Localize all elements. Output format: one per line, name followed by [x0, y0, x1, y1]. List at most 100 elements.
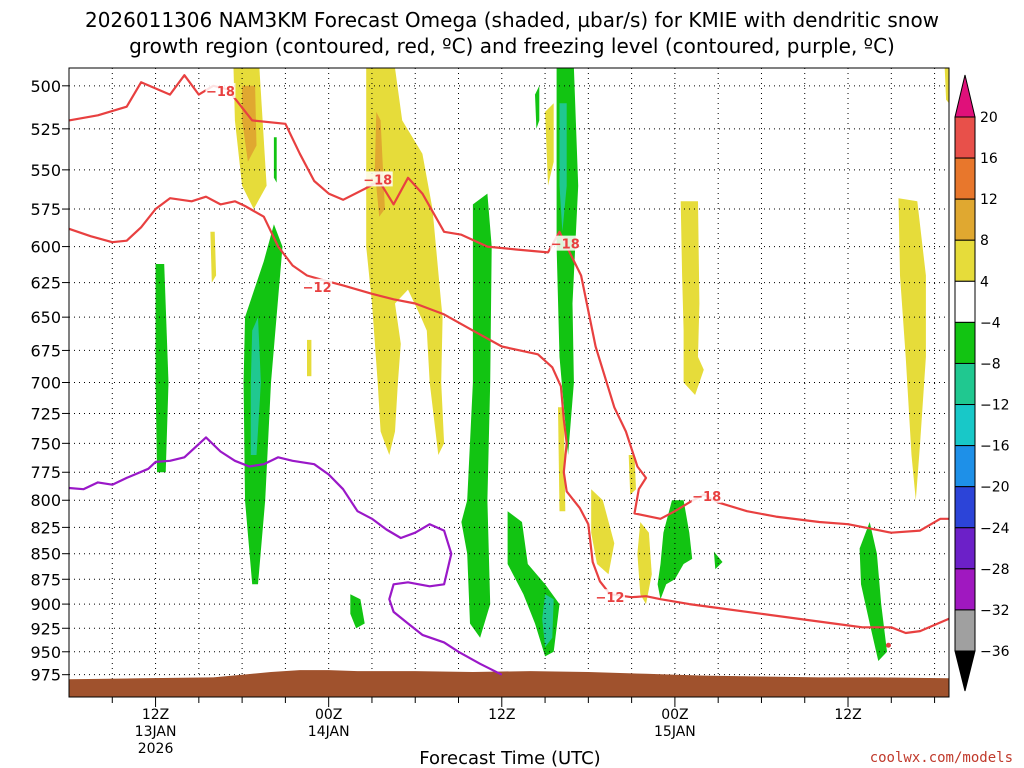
x-tick-label-18-0: 00Z: [315, 707, 342, 723]
y-tick-label-925: 925: [30, 619, 61, 638]
contour-label-2: −18: [551, 238, 580, 253]
contour-label-3: −12: [303, 281, 332, 296]
omega-region-downward-motion-2-core: [374, 111, 385, 217]
colorbar-bin-4: [954, 280, 976, 323]
y-tick-label-750: 750: [30, 434, 61, 453]
x-tick-label-6-0: 12Z: [142, 707, 169, 723]
contour-label-bg-0: [205, 83, 236, 99]
colorbar-bin-12: [954, 609, 976, 652]
contour-label-bg-2: [550, 235, 581, 251]
omega-region-upward-motion-3: [461, 193, 492, 638]
y-tick-label-900: 900: [30, 595, 61, 614]
axes: 500 525 550 575 600 625 650 675 700 725 750 775 800 8…: [30, 67, 950, 757]
y-tick-label-500: 500: [30, 77, 61, 96]
omega-region-upward-motion-1: [155, 264, 169, 473]
contour-label-bg-5: [594, 589, 625, 605]
omega-region-downward-motion-11: [898, 198, 926, 501]
contour-label-bg-4: [691, 487, 722, 503]
x-tick-label-6-2: 2026: [138, 741, 174, 757]
colorbar-label-5: −4: [980, 315, 1001, 331]
colorbar-bin-10: [954, 527, 976, 570]
chart-title-line-2: growth region (contoured, red, ºC) and f…: [129, 34, 895, 58]
colorbar-label-3: 8: [980, 233, 989, 249]
colorbar-label-6: −8: [980, 356, 1001, 372]
plot-area: −18 −18 −18 −12 −18 −12: [68, 68, 950, 697]
colorbar-bottom-arrow: [954, 650, 976, 692]
dgz-contour-1: [68, 195, 950, 635]
y-tick-label-825: 825: [30, 518, 61, 537]
y-tick-label-575: 575: [30, 200, 61, 219]
omega-region-downward-motion-3: [210, 231, 217, 283]
contour-label-5: −12: [595, 591, 624, 606]
colorbar: 20 16 12 8 4 −4 −8 −12 −16 −20 −24 −28 −32 −36: [954, 74, 1010, 692]
contour-label-bg-1: [362, 171, 393, 187]
x-tick-label-42-0: 00Z: [661, 707, 688, 723]
colorbar-bin-11: [954, 568, 976, 611]
colorbar-bin-8: [954, 445, 976, 488]
colorbar-bin-9: [954, 486, 976, 529]
colorbar-label-13: −36: [980, 644, 1010, 660]
omega-region-downward-motion-10: [680, 201, 704, 395]
omega-region-downward-motion-5: [545, 103, 554, 186]
colorbar-label-12: −32: [980, 603, 1010, 619]
omega-region-upward-motion-10: [713, 551, 723, 570]
omega-region-downward-motion-9: [637, 522, 652, 605]
colorbar-bin-5: [954, 321, 976, 364]
colorbar-label-8: −16: [980, 439, 1010, 455]
omega-region-downward-motion-6: [558, 407, 566, 512]
dgz-contour-dot: [885, 642, 891, 648]
contour-label-bg-3: [302, 278, 333, 294]
freezing-level-contour: [68, 436, 503, 676]
y-tick-label-800: 800: [30, 491, 61, 510]
colorbar-bin-1: [954, 157, 976, 200]
x-tick-label-6-1: 13JAN: [135, 724, 177, 740]
omega-region-upward-motion-2: [243, 224, 283, 585]
credit-label: coolwx.com/models: [870, 750, 1013, 766]
y-tick-label-650: 650: [30, 308, 61, 327]
y-tick-label-950: 950: [30, 643, 61, 662]
y-tick-label-700: 700: [30, 374, 61, 393]
x-tick-label-18-1: 14JAN: [308, 724, 350, 740]
y-tick-label-725: 725: [30, 404, 61, 423]
omega-region-upward-motion-5-core: [559, 103, 567, 232]
y-tick-label-675: 675: [30, 341, 61, 360]
chart-title-line-1: 2026011306 NAM3KM Forecast Omega (shaded…: [85, 8, 939, 32]
y-tick-label-625: 625: [30, 274, 61, 293]
omega-region-downward-motion-2: [366, 68, 445, 455]
colorbar-bin-3: [954, 239, 976, 282]
y-tick-label-525: 525: [30, 120, 61, 139]
terrain-fill: [69, 670, 949, 697]
y-tick-label-775: 775: [30, 463, 61, 482]
colorbar-label-11: −28: [980, 562, 1010, 578]
x-tick-label-30-0: 12Z: [488, 707, 515, 723]
colorbar-bin-0: [954, 116, 976, 159]
x-axis-label: Forecast Time (UTC): [419, 748, 600, 768]
omega-region-upward-motion-8: [350, 594, 365, 629]
omega-region-upward-motion-6: [535, 85, 540, 129]
y-tick-label-850: 850: [30, 545, 61, 564]
y-tick-label-875: 875: [30, 570, 61, 589]
omega-region-upward-motion-7: [273, 137, 277, 183]
y-tick-label-975: 975: [30, 666, 61, 685]
omega-region-downward-motion-12: [944, 68, 949, 104]
y-tick-label-600: 600: [30, 238, 61, 257]
colorbar-bin-7: [954, 404, 976, 447]
colorbar-label-1: 16: [980, 151, 998, 167]
contour-label-0: −18: [206, 85, 235, 100]
omega-region-upward-motion-9: [657, 500, 693, 600]
omega-region-downward-motion-8: [628, 455, 636, 495]
colorbar-label-2: 12: [980, 192, 998, 208]
contour-label-1: −18: [363, 173, 392, 188]
omega-region-downward-motion-1-core: [242, 85, 257, 162]
colorbar-label-9: −20: [980, 480, 1010, 496]
colorbar-label-7: −12: [980, 398, 1010, 414]
colorbar-bin-6: [954, 362, 976, 406]
colorbar-bin-2: [954, 198, 976, 241]
x-tick-label-54-0: 12Z: [834, 707, 861, 723]
y-tick-label-550: 550: [30, 161, 61, 180]
omega-region-downward-motion-7: [591, 489, 615, 575]
colorbar-label-10: −24: [980, 521, 1010, 537]
omega-region-downward-motion-4: [307, 339, 312, 377]
colorbar-top-arrow: [954, 74, 976, 118]
